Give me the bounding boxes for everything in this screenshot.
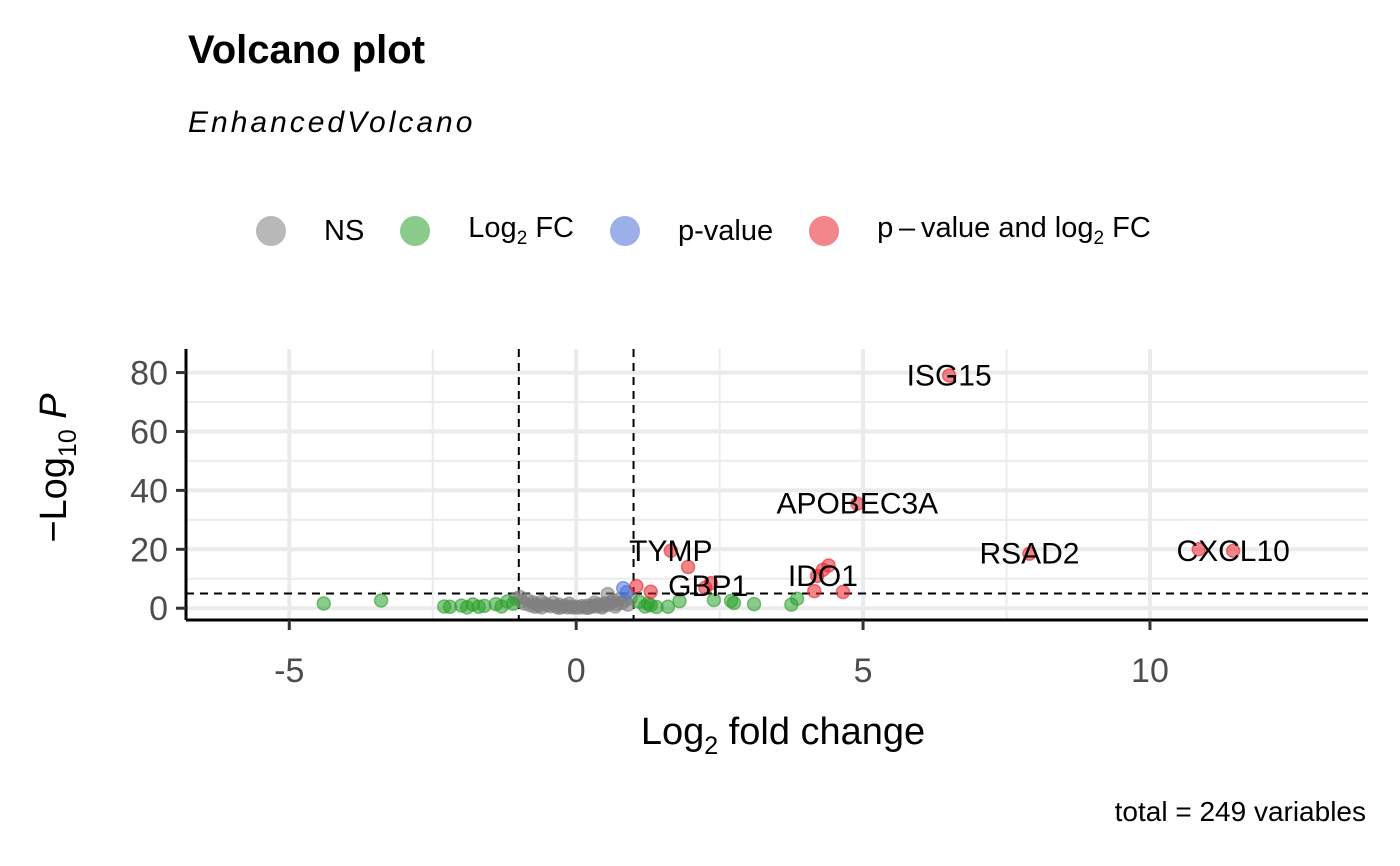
gene-label-apobec3a: APOBEC3A — [776, 488, 938, 521]
data-point — [1225, 543, 1241, 559]
gene-label-isg15: ISG15 — [907, 360, 992, 393]
gene-label-rsad2: RSAD2 — [979, 538, 1079, 571]
gene-label-ido1: IDO1 — [788, 560, 858, 593]
grid — [186, 349, 1368, 620]
data-point — [316, 596, 331, 611]
legend-swatch-ns — [256, 216, 286, 246]
data-point — [672, 593, 687, 609]
gene-label-gbp1: GBP1 — [668, 570, 748, 603]
legend-swatch-pvalue — [609, 216, 640, 246]
legend-item-ns: NS — [256, 215, 364, 248]
caption-total-variables: total = 249 variables — [1114, 796, 1366, 827]
y-tick-label: 0 — [149, 590, 168, 628]
data-point — [706, 592, 722, 608]
data-point — [663, 543, 679, 559]
y-tick-label: 20 — [130, 531, 168, 569]
y-tick-label: 40 — [130, 472, 168, 510]
data-point — [373, 593, 389, 608]
gene-label-tymp: TYMP — [629, 535, 712, 568]
x-tick-label: 10 — [1131, 652, 1169, 690]
chart-title: Volcano plot — [188, 28, 426, 72]
x-tick-label: 0 — [567, 652, 586, 690]
chart-subtitle: EnhancedVolcano — [188, 106, 476, 139]
data-point — [1191, 542, 1206, 557]
data-point — [807, 583, 822, 599]
tick-labels: -5 0 5 10 0 20 40 60 80 — [130, 355, 1169, 690]
legend-label-pvalue: p-value — [677, 214, 774, 247]
x-axis-title: Log2 fold change — [641, 711, 925, 760]
legend-label-log2fc: Log2 FC — [468, 212, 574, 249]
data-point — [726, 595, 742, 611]
data-point — [1022, 546, 1037, 561]
x-tick-label: 5 — [854, 652, 873, 690]
data-point — [640, 596, 656, 612]
legend-swatch-log2fc — [400, 215, 431, 246]
y-tick-label: 80 — [130, 355, 168, 393]
data-point — [698, 580, 713, 595]
legend: NS Log2 FC p-value p – value and log2 FC — [256, 206, 1151, 256]
data-point — [746, 596, 762, 612]
data-point — [850, 496, 865, 511]
cutoff-lines — [186, 349, 1368, 620]
x-tick-label: -5 — [274, 652, 304, 690]
data-point — [562, 596, 577, 612]
legend-label-pvalue-and-log2fc: p – value and log2 FC — [877, 212, 1151, 249]
data-point — [789, 591, 805, 607]
data-point — [821, 558, 836, 573]
data-point — [629, 578, 644, 594]
gene-label-cxcl10: CXCL10 — [1176, 535, 1289, 568]
legend-item-pvalue: p-value — [609, 214, 774, 248]
legend-item-pvalue-and-log2fc: p – value and log2 FC — [809, 212, 1151, 250]
data-point — [643, 584, 659, 599]
data-point — [505, 596, 521, 612]
data-point — [835, 584, 851, 600]
legend-label-ns: NS — [324, 214, 365, 247]
data-point — [527, 599, 543, 614]
legend-item-log2fc: Log2 FC — [400, 212, 574, 250]
y-tick-label: 60 — [130, 413, 168, 451]
data-point — [660, 599, 676, 614]
data-point — [680, 559, 696, 575]
data-point — [587, 595, 602, 610]
y-axis-title: −Log10 P — [33, 393, 82, 543]
data-point — [607, 599, 623, 614]
axes — [176, 349, 1368, 630]
data-point — [941, 368, 957, 383]
data-points — [316, 368, 1241, 616]
legend-swatch-pvalue-and-log2fc — [809, 215, 840, 246]
